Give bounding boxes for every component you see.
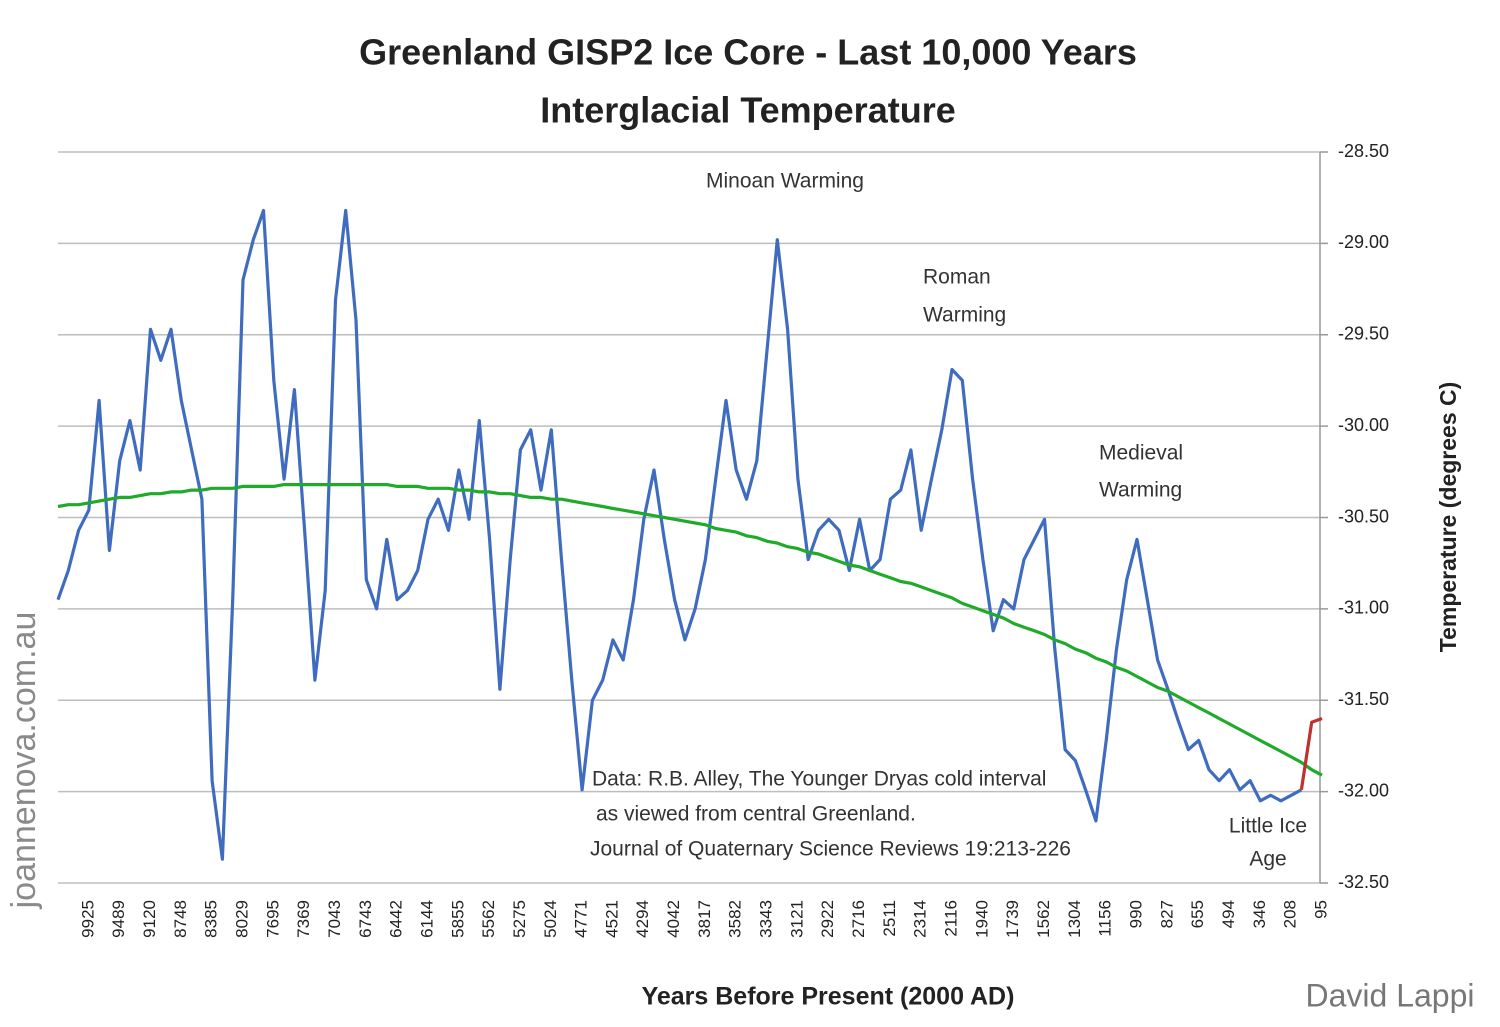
x-tick-label: 9925: [78, 900, 97, 938]
y-axis-label: Temperature (degrees C): [1435, 382, 1461, 653]
x-tick-label: 5275: [510, 900, 529, 938]
watermark: joannenova.com.au: [5, 612, 43, 910]
y-tick-label: -30.00: [1338, 415, 1389, 435]
x-tick-label: 3343: [757, 900, 776, 938]
y-tick-label: -28.50: [1338, 141, 1389, 161]
annotation: Minoan Warming: [706, 170, 864, 193]
y-tick-label: -31.50: [1338, 689, 1389, 709]
annotation: Warming: [923, 304, 1006, 327]
x-tick-label: 2716: [849, 900, 868, 938]
x-tick-label: 990: [1127, 900, 1146, 928]
series-line: [57, 483, 1323, 777]
series-line: [56, 208, 1303, 861]
x-tick-label: 2314: [911, 900, 930, 938]
x-tick-label: 5562: [479, 900, 498, 938]
x-tick-label: 95: [1311, 900, 1330, 919]
x-tick-label: 3121: [787, 900, 806, 938]
x-axis-label: Years Before Present (2000 AD): [642, 983, 1015, 1011]
x-tick-label: 8029: [232, 900, 251, 938]
x-tick-label: 6743: [356, 900, 375, 938]
annotation: Age: [1249, 848, 1286, 871]
x-tick-label: 7369: [294, 900, 313, 938]
annotation: Roman: [923, 266, 991, 289]
x-tick-label: 1304: [1065, 900, 1084, 938]
x-tick-label: 208: [1281, 900, 1300, 928]
y-tick-label: -29.00: [1338, 232, 1389, 252]
x-tick-label: 6442: [387, 900, 406, 938]
x-tick-label: 1562: [1034, 900, 1053, 938]
annotation: as viewed from central Greenland.: [596, 803, 916, 826]
x-tick-label: 7695: [263, 900, 282, 938]
y-tick-label: -29.50: [1338, 324, 1389, 344]
x-tick-label: 1156: [1096, 900, 1115, 937]
x-tick-label: 2116: [942, 900, 961, 937]
x-tick-label: 2922: [818, 900, 837, 938]
y-tick-label: -30.50: [1338, 506, 1389, 526]
x-tick-label: 1739: [1003, 900, 1022, 938]
x-tick-label: 4294: [633, 900, 652, 938]
credit: David Lappi: [1306, 977, 1475, 1013]
series-line: [1299, 716, 1323, 791]
annotation: Data: R.B. Alley, The Younger Dryas cold…: [592, 768, 1046, 791]
chart-title: Greenland GISP2 Ice Core - Last 10,000 Y…: [359, 32, 1137, 73]
x-tick-label: 494: [1219, 900, 1238, 928]
x-tick-label: 827: [1157, 900, 1176, 928]
annotation: Warming: [1099, 479, 1182, 502]
annotation: Medieval: [1099, 442, 1183, 465]
annotation: Journal of Quaternary Science Reviews 19…: [590, 838, 1071, 861]
y-tick-label: -32.00: [1338, 780, 1389, 800]
y-tick-label: -32.50: [1338, 872, 1389, 892]
x-tick-label: 2511: [880, 900, 899, 937]
x-tick-label: 5855: [448, 900, 467, 938]
annotation: Little Ice: [1229, 815, 1307, 838]
x-tick-label: 3582: [726, 900, 745, 938]
x-tick-label: 9120: [140, 900, 159, 938]
x-tick-label: 4042: [664, 900, 683, 938]
x-tick-label: 6144: [417, 900, 436, 938]
x-tick-label: 1940: [972, 900, 991, 938]
x-tick-label: 3817: [695, 900, 714, 938]
chart-title: Interglacial Temperature: [540, 90, 955, 131]
x-tick-label: 4771: [572, 900, 591, 938]
x-tick-label: 7043: [325, 900, 344, 938]
x-tick-label: 8385: [202, 900, 221, 938]
y-tick-label: -31.00: [1338, 598, 1389, 618]
x-tick-label: 655: [1188, 900, 1207, 928]
x-tick-label: 4521: [602, 900, 621, 938]
x-tick-label: 346: [1250, 900, 1269, 928]
x-tick-label: 8748: [171, 900, 190, 938]
x-tick-label: 9489: [109, 900, 128, 938]
x-tick-label: 5024: [541, 900, 560, 938]
